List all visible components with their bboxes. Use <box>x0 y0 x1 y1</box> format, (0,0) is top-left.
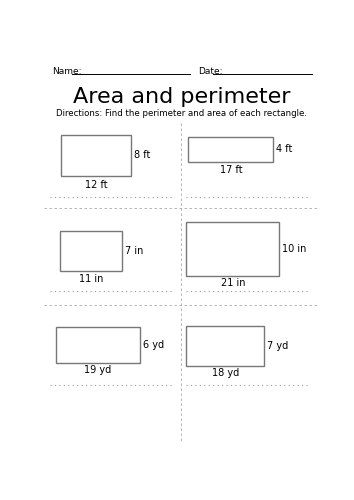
Text: 10 in: 10 in <box>282 244 307 254</box>
Bar <box>186 222 279 276</box>
Text: 4 ft: 4 ft <box>276 144 292 154</box>
Text: 7 in: 7 in <box>125 246 143 256</box>
Text: 7 yd: 7 yd <box>267 340 288 350</box>
Text: Directions: Find the perimeter and area of each rectangle.: Directions: Find the perimeter and area … <box>56 110 307 118</box>
Text: 12 ft: 12 ft <box>85 180 108 190</box>
Text: Name:: Name: <box>52 67 81 76</box>
Text: 17 ft: 17 ft <box>220 165 242 175</box>
Text: 19 yd: 19 yd <box>84 364 112 374</box>
Text: 11 in: 11 in <box>79 274 103 283</box>
Text: 8 ft: 8 ft <box>134 150 150 160</box>
Text: 6 yd: 6 yd <box>143 340 164 350</box>
Text: 18 yd: 18 yd <box>212 368 239 378</box>
Bar <box>61 136 131 175</box>
Text: 21 in: 21 in <box>221 278 246 288</box>
Bar <box>188 137 273 162</box>
Text: Date:: Date: <box>198 67 222 76</box>
Bar <box>186 326 264 366</box>
Bar <box>60 231 122 271</box>
Text: Area and perimeter: Area and perimeter <box>73 87 290 107</box>
Bar <box>56 327 139 362</box>
